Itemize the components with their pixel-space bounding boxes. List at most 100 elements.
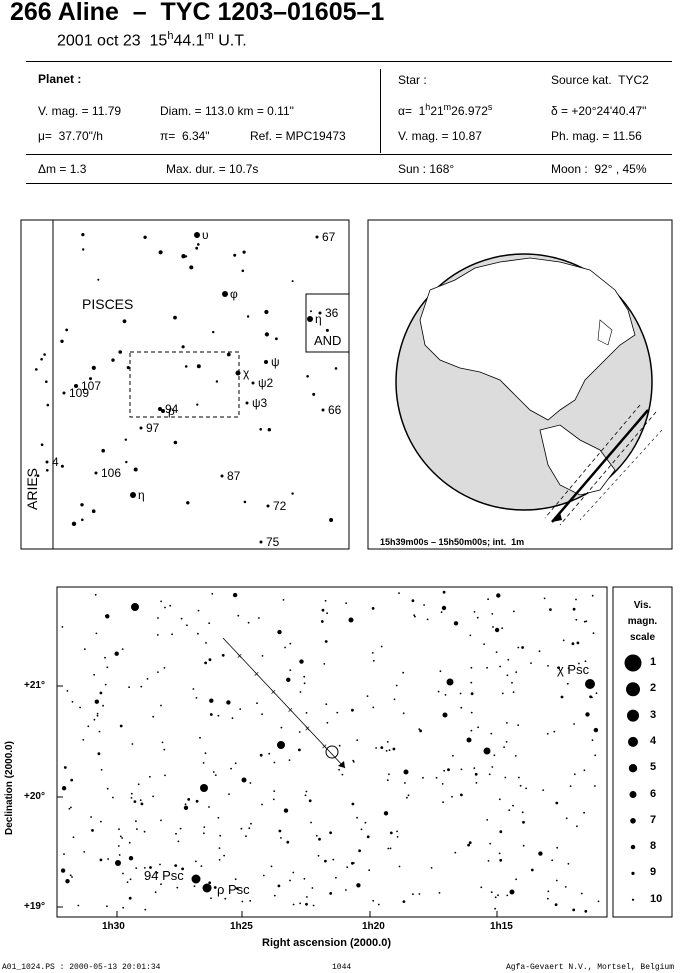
chart-bg-star [140, 802, 144, 806]
chart-bg-star [114, 651, 119, 656]
finder-bg-star [71, 521, 77, 526]
chart-bg-star [571, 642, 575, 646]
star-label-94psc: 94 Psc [144, 868, 184, 883]
finder-star [264, 360, 268, 364]
chart-bg-star [372, 899, 375, 902]
chart-bg-star [477, 726, 479, 729]
chart-bg-star [171, 633, 174, 636]
footer: A01_1024.PS : 2000-05-13 20:01:34 1044 A… [0, 963, 680, 973]
chart-bg-star [440, 611, 443, 614]
chart-bg-star [396, 830, 398, 833]
chart-bg-star [303, 682, 306, 685]
chart-bg-star [197, 609, 200, 612]
chart-bg-star [489, 842, 492, 845]
chart-bg-star [469, 634, 472, 637]
legend-mag-dot [631, 898, 635, 901]
chart-bg-star [460, 768, 463, 771]
chart-bg-star [286, 840, 290, 844]
finder-star-label: υ [202, 228, 209, 242]
chart-bg-star [442, 801, 444, 804]
chart-bg-star [549, 608, 552, 611]
chart-bg-star [584, 909, 588, 913]
chart-bg-star [149, 775, 151, 778]
chart-bg-star [366, 835, 370, 839]
chart-star [200, 784, 208, 792]
chart-bg-star [522, 844, 525, 847]
chart-bg-star [380, 645, 383, 648]
chart-bg-star [492, 626, 494, 628]
chart-bg-star [146, 678, 149, 680]
finder-bg-star [246, 315, 250, 318]
finder-bg-star [173, 315, 177, 320]
chart-bg-star [204, 661, 208, 665]
finder-bg-star [275, 337, 278, 341]
chart-bg-star [184, 803, 187, 806]
chart-bg-star [543, 597, 546, 600]
chart-bg-star [325, 703, 328, 706]
legend-mag-label: 4 [650, 734, 657, 747]
finder-star-label: η [315, 312, 322, 326]
chart-bg-star [505, 741, 508, 743]
chart-bg-star [504, 776, 507, 779]
finder-star-label: 107 [81, 379, 101, 393]
chart-bg-star [556, 846, 559, 849]
chart-bg-star [442, 590, 446, 594]
chart-bg-star [584, 660, 587, 663]
legend-mag-label: 1 [650, 656, 657, 668]
chart-bg-star [299, 902, 301, 905]
chart-bg-star [65, 879, 70, 884]
chart-bg-star [358, 849, 361, 853]
finder-bg-star [46, 403, 50, 407]
chart-bg-star [273, 894, 276, 897]
chart-bg-star [288, 759, 291, 761]
chart-bg-star [430, 867, 433, 869]
chart-bg-star [351, 708, 354, 712]
chart-bg-star [163, 667, 166, 669]
chart-bg-star [133, 800, 137, 803]
chart-bg-star [572, 908, 576, 912]
legend-mag-label: 5 [650, 761, 657, 774]
finder-star-label: ψ3 [252, 396, 268, 410]
chart-bg-star [356, 739, 359, 741]
chart-bg-star [517, 646, 520, 649]
chart-bg-star [585, 712, 590, 717]
chart-bg-star [437, 690, 440, 693]
chart-bg-star [557, 666, 560, 670]
chart-bg-star [569, 785, 572, 787]
finder-star [245, 401, 249, 405]
chart-bg-star [210, 897, 212, 900]
chart-bg-star [389, 847, 392, 850]
legend-mag-dot [626, 682, 640, 697]
chart-bg-star [567, 862, 570, 865]
chart-star [131, 603, 139, 611]
chart-bg-star [130, 792, 133, 795]
chart-bg-star [315, 834, 318, 837]
chart-bg-star [512, 691, 515, 693]
chart-bg-star [423, 604, 425, 606]
chart-bg-star [183, 805, 189, 810]
chart-bg-star [235, 887, 239, 890]
chart-bg-star [324, 599, 327, 602]
chart-bg-star [273, 790, 276, 792]
chart-bg-star [592, 632, 595, 635]
chart-bg-star [289, 879, 291, 882]
chart-named-star [202, 883, 212, 893]
finder-bg-star [173, 440, 178, 445]
constellation-and: AND [314, 333, 342, 348]
chart-bg-star [503, 746, 505, 748]
chart-bg-star [491, 766, 494, 768]
chart-bg-star [203, 826, 206, 828]
finder-star-label: 97 [146, 421, 160, 435]
finder-bg-star [241, 269, 245, 273]
chart-bg-star [499, 665, 501, 668]
chart-bg-star [152, 715, 155, 718]
finder-bg-star [233, 253, 237, 257]
chart-bg-star [218, 847, 221, 849]
chart-bg-star [270, 865, 273, 868]
planet-diameter: Diam. = 113.0 km = 0.11" [160, 104, 294, 118]
divider [380, 69, 381, 153]
finder-star [321, 408, 325, 412]
chart-bg-star [70, 806, 72, 809]
chart-bg-star [218, 859, 221, 861]
